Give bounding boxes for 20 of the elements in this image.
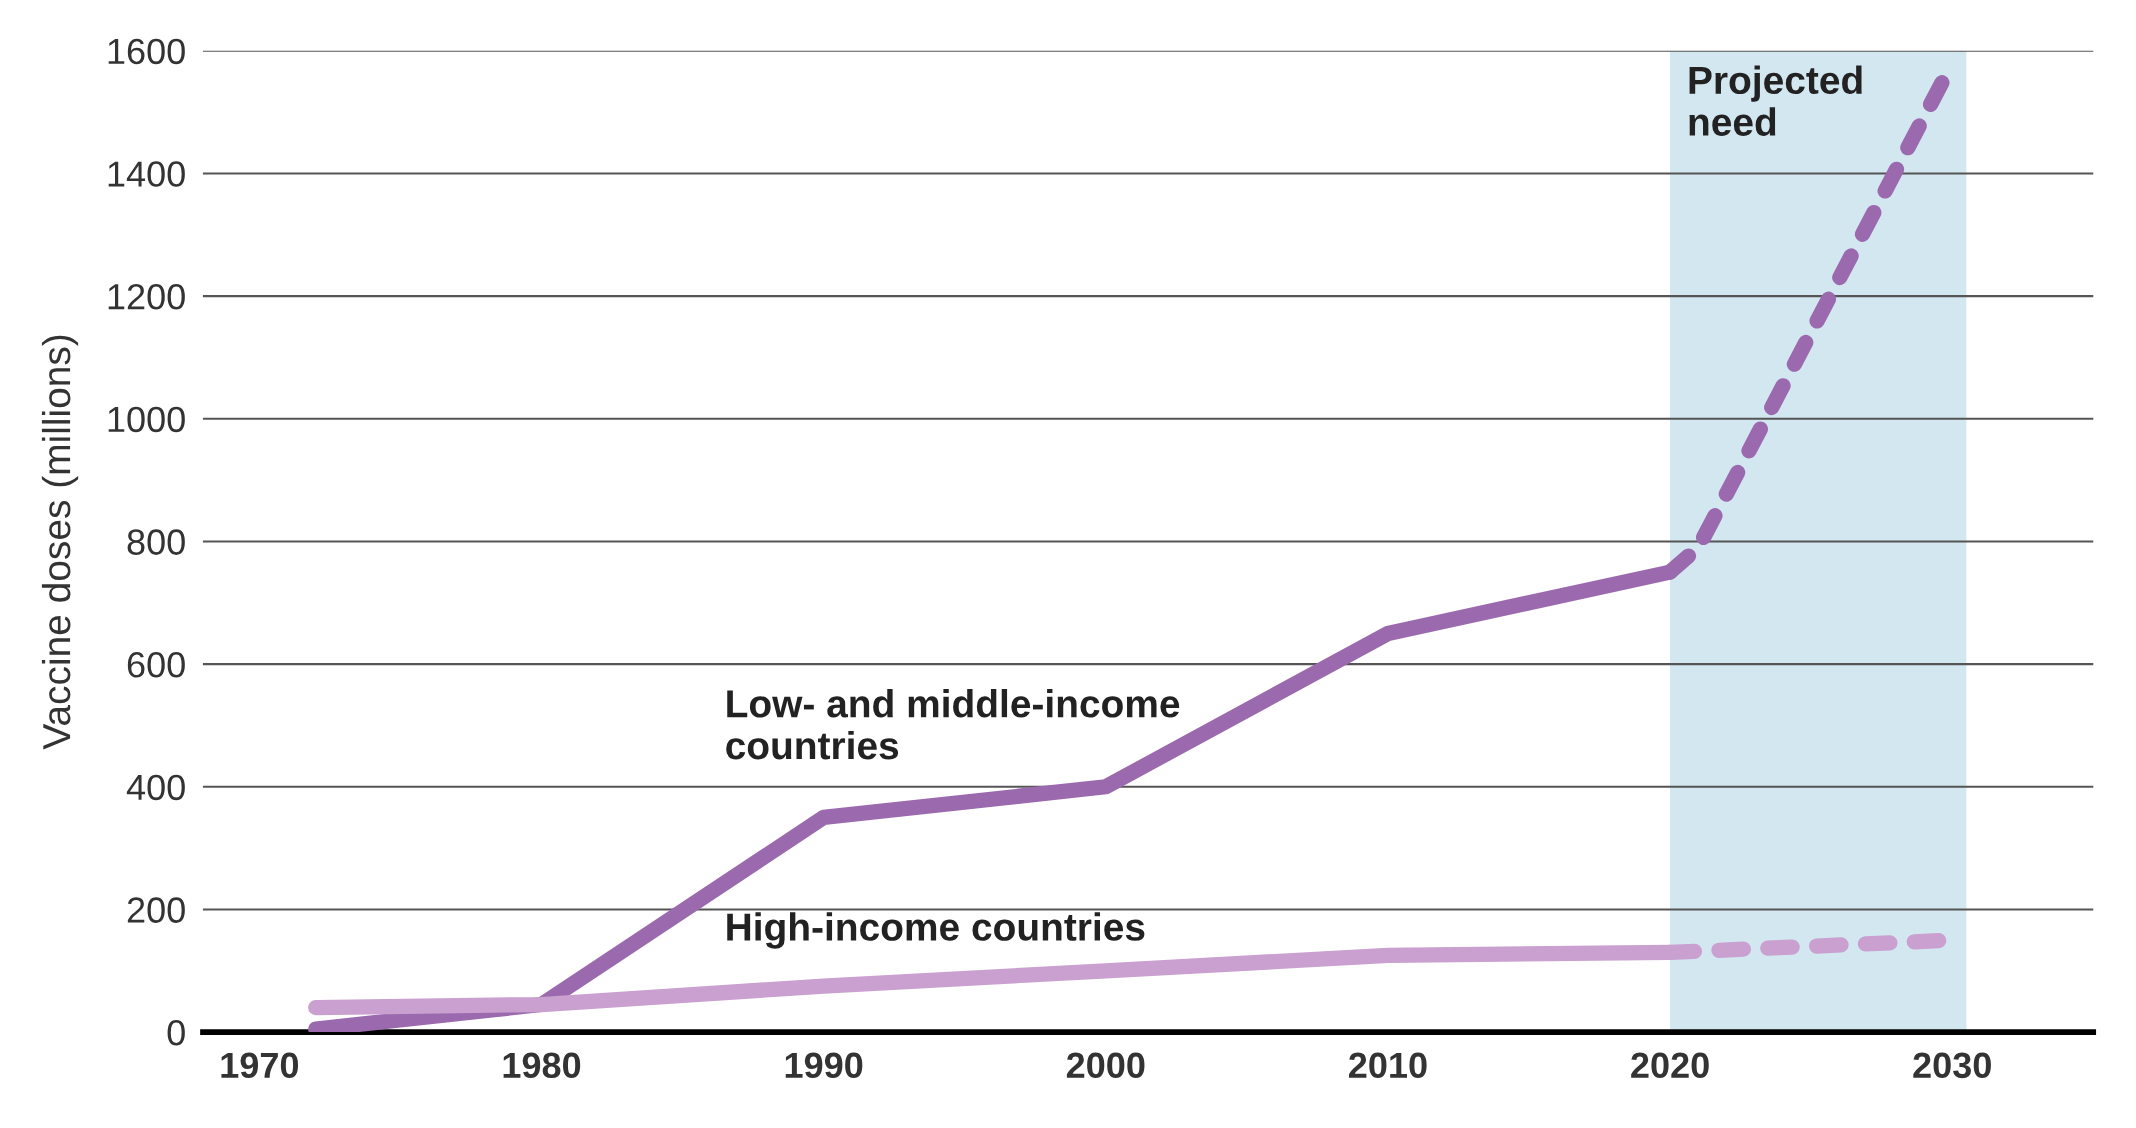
y-tick-label: 200	[127, 897, 185, 923]
x-tick-label: 2010	[1349, 1052, 1427, 1079]
y-tick-label: 0	[167, 1019, 185, 1046]
y-tick-label: 400	[126, 774, 185, 801]
x-tick-label: 2020	[1631, 1052, 1709, 1079]
y-tick-label: 1600	[108, 38, 185, 65]
x-tick-label: 2030	[1913, 1052, 1991, 1079]
y-tick-label: 800	[127, 529, 185, 555]
x-tick-label: 1990	[785, 1052, 863, 1079]
y-tick-label: 1400	[108, 161, 185, 187]
y-tick-label: 600	[127, 651, 185, 678]
y-axis-title: Vaccine doses (millions)	[41, 335, 79, 750]
y-tick-label: 1000	[108, 406, 185, 433]
band-label: Projected need	[1689, 65, 1862, 136]
x-tick-label: 1980	[503, 1052, 581, 1079]
y-tick-label: 1200	[108, 283, 185, 310]
series-label: Low- and middle-income countries	[726, 689, 1180, 760]
series-label: High-income countries	[727, 912, 1145, 949]
x-tick-label: 1970	[221, 1052, 299, 1079]
x-tick-label: 2000	[1066, 1052, 1145, 1079]
